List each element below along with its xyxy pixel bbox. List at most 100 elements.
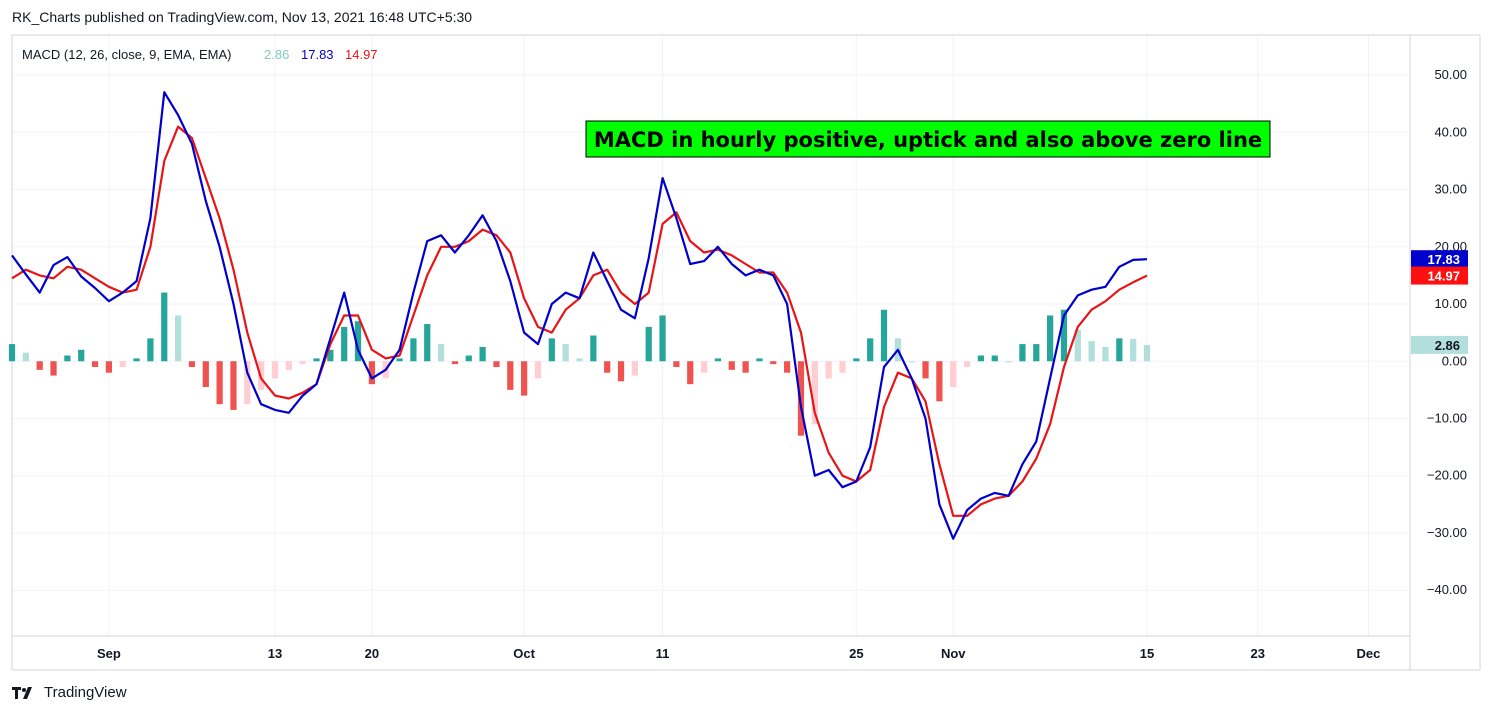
histogram-bar bbox=[534, 361, 542, 379]
tradingview-logo-icon bbox=[12, 686, 32, 699]
histogram-bar bbox=[742, 361, 749, 373]
x-tick-label: Nov bbox=[941, 646, 966, 661]
histogram-bar bbox=[105, 361, 113, 373]
histogram-bar bbox=[728, 361, 735, 370]
x-tick-label: 15 bbox=[1140, 646, 1154, 661]
histogram-bar bbox=[617, 361, 625, 382]
histogram-bar bbox=[700, 361, 708, 373]
histogram-bar bbox=[756, 358, 763, 362]
x-tick-label: Sep bbox=[97, 646, 121, 661]
histogram-bar bbox=[161, 292, 168, 362]
y-tick-label: 20.00 bbox=[1434, 239, 1467, 254]
histogram-bar bbox=[285, 361, 292, 370]
histogram-bar bbox=[1060, 309, 1068, 362]
price-labels: 17.83 14.97 2.86 bbox=[1411, 250, 1468, 354]
y-tick-label: 0.00 bbox=[1442, 353, 1467, 368]
histogram-bar bbox=[1130, 338, 1137, 362]
histogram-bar bbox=[839, 361, 846, 373]
histogram-bar bbox=[64, 355, 71, 362]
histogram-bar bbox=[645, 326, 652, 362]
histogram-bar bbox=[119, 361, 126, 367]
histogram-bar bbox=[50, 361, 57, 376]
histogram-bar bbox=[631, 361, 638, 376]
histogram-bar bbox=[1143, 344, 1151, 362]
x-tick-label: Dec bbox=[1357, 646, 1381, 661]
histogram-series bbox=[8, 292, 1151, 436]
histogram-bar bbox=[354, 321, 362, 362]
macd-line bbox=[11, 91, 1148, 540]
histogram-bar bbox=[950, 361, 957, 388]
histogram-bar bbox=[576, 358, 583, 362]
histogram-bar bbox=[36, 361, 43, 370]
histogram-bar bbox=[1019, 344, 1026, 362]
x-tick-label: 20 bbox=[365, 646, 379, 661]
price-label-signal-bg bbox=[1411, 266, 1468, 285]
legend-value-signal: 14.97 bbox=[345, 47, 378, 62]
histogram-bar bbox=[825, 361, 832, 379]
histogram-bar bbox=[1102, 346, 1109, 362]
annotation-background bbox=[585, 120, 1271, 158]
x-tick-label: 11 bbox=[656, 646, 670, 661]
x-tick-label: 23 bbox=[1251, 646, 1265, 661]
histogram-bar bbox=[784, 361, 791, 373]
histogram-bar bbox=[687, 361, 694, 385]
histogram-bar bbox=[1047, 315, 1054, 362]
x-tick-label: 13 bbox=[268, 646, 282, 661]
price-label-signal: 14.97 bbox=[1427, 269, 1460, 284]
histogram-bar bbox=[963, 361, 971, 367]
histogram-bar bbox=[437, 344, 445, 362]
histogram-bar bbox=[341, 326, 348, 362]
y-axis: 50.00 40.00 30.00 20.00 10.00 0.00 −10.00 −20.0… bbox=[1427, 67, 1467, 597]
histogram-bar bbox=[1116, 338, 1123, 362]
legend-value-histogram: 2.86 bbox=[264, 47, 289, 62]
publish-header: RK_Charts published on TradingView.com, … bbox=[12, 9, 473, 25]
price-label-histogram: 2.86 bbox=[1435, 338, 1460, 353]
histogram-bar bbox=[659, 315, 666, 362]
histogram-bar bbox=[562, 344, 569, 362]
price-label-histogram-bg bbox=[1411, 335, 1468, 354]
histogram-bar bbox=[202, 361, 209, 388]
histogram-bar bbox=[368, 361, 375, 385]
histogram-bar bbox=[1033, 344, 1040, 362]
histogram-bar bbox=[424, 324, 431, 362]
x-tick-label: 25 bbox=[849, 646, 863, 661]
histogram-bar bbox=[991, 355, 998, 362]
y-tick-label: −10.00 bbox=[1427, 410, 1467, 425]
histogram-bar bbox=[216, 361, 223, 405]
histogram-bar bbox=[8, 344, 16, 362]
footer: TradingView bbox=[12, 684, 127, 701]
line-series bbox=[11, 91, 1148, 540]
signal-line bbox=[11, 125, 1148, 517]
histogram-bar bbox=[493, 361, 500, 367]
histogram-bar bbox=[410, 338, 417, 362]
chart-frame bbox=[11, 34, 1481, 671]
histogram-bar bbox=[479, 346, 486, 362]
histogram-bar bbox=[188, 361, 196, 367]
histogram-bar bbox=[1074, 329, 1081, 362]
histogram-bar bbox=[673, 361, 680, 367]
histogram-bar bbox=[908, 361, 915, 363]
histogram-bar bbox=[590, 335, 597, 362]
histogram-bar bbox=[922, 361, 929, 379]
histogram-bar bbox=[811, 361, 818, 425]
histogram-bar bbox=[271, 361, 279, 379]
y-tick-label: 30.00 bbox=[1434, 182, 1467, 197]
histogram-bar bbox=[147, 338, 154, 362]
histogram-bar bbox=[244, 361, 251, 405]
histogram-bar bbox=[880, 309, 888, 362]
histogram-bar bbox=[22, 352, 29, 362]
histogram-bar bbox=[548, 338, 555, 362]
histogram-bar bbox=[299, 361, 306, 365]
histogram-bar bbox=[451, 361, 459, 365]
y-tick-label: −40.00 bbox=[1427, 582, 1467, 597]
price-label-macd-bg bbox=[1411, 250, 1468, 269]
histogram-bar bbox=[867, 338, 874, 362]
histogram-bar bbox=[936, 361, 943, 402]
histogram-bar bbox=[91, 361, 99, 367]
indicator-label: MACD (12, 26, close, 9, EMA, EMA) bbox=[22, 47, 232, 62]
histogram-bar bbox=[230, 361, 237, 410]
histogram-bar bbox=[977, 355, 985, 362]
y-tick-label: 50.00 bbox=[1434, 67, 1467, 82]
